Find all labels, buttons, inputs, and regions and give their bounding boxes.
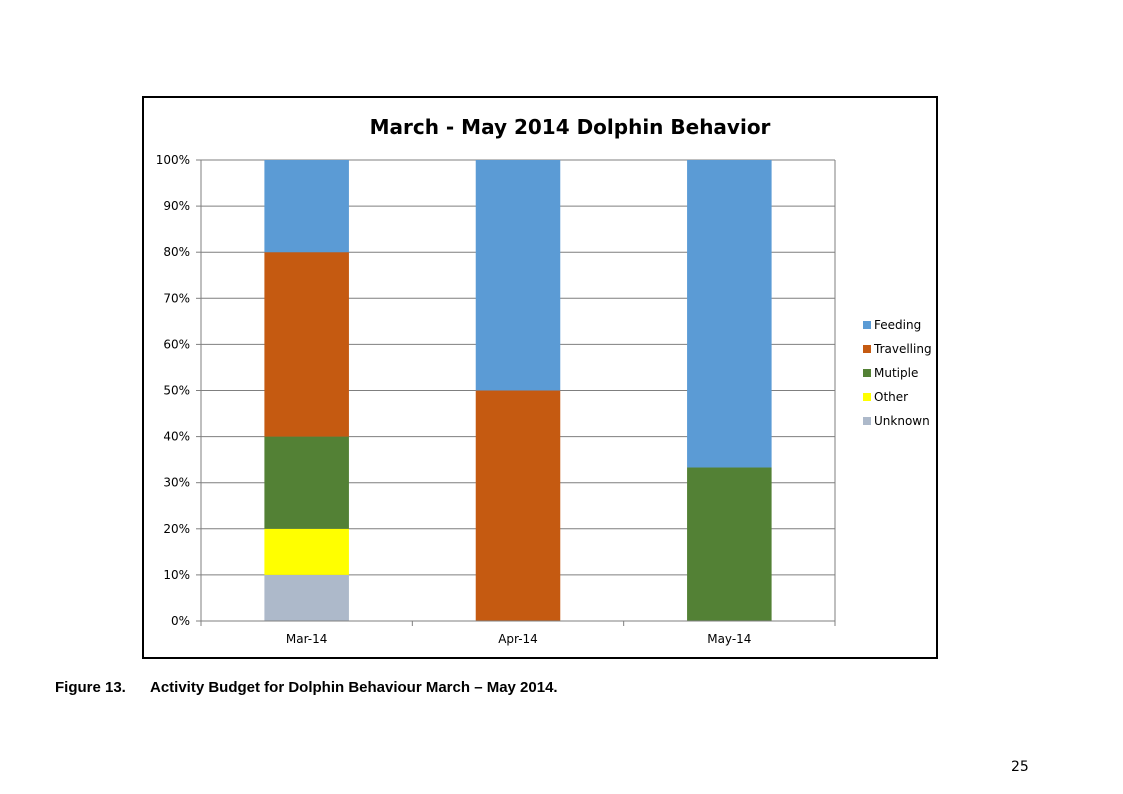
bars	[264, 160, 772, 621]
x-tick-labels: Mar-14 Apr-14 May-14	[286, 632, 752, 646]
y-tick-label: 80%	[163, 245, 190, 259]
page-number: 25	[1011, 759, 1029, 775]
chart-frame: March - May 2014 Dolphin Behavior 0% 10% 2…	[142, 96, 938, 659]
bar-segment-mutiple	[687, 467, 772, 621]
bar-segment-feeding	[475, 160, 561, 391]
y-tick-label: 20%	[163, 522, 190, 536]
y-tick-label: 50%	[163, 384, 190, 398]
y-tick-label: 60%	[163, 337, 190, 351]
legend-swatch	[863, 321, 871, 329]
figure-caption: Figure 13. Activity Budget for Dolphin Be…	[55, 679, 558, 696]
legend-swatch	[863, 369, 871, 377]
legend-label: Feeding	[874, 318, 921, 332]
legend-label: Mutiple	[874, 366, 918, 380]
axes	[196, 159, 836, 626]
y-tick-label: 70%	[163, 291, 190, 305]
bar-segment-feeding	[264, 160, 349, 253]
legend-swatch	[863, 417, 871, 425]
y-tick-label: 40%	[163, 430, 190, 444]
legend-label: Unknown	[874, 414, 930, 428]
caption-text: Activity Budget for Dolphin Behaviour Ma…	[150, 679, 558, 696]
bar-segment-unknown	[264, 574, 349, 621]
legend-swatch	[863, 393, 871, 401]
y-tick-label: 100%	[156, 153, 190, 167]
y-tick-label: 30%	[163, 476, 190, 490]
figure-number: Figure 13.	[55, 679, 126, 696]
y-tick-labels: 0% 10% 20% 30% 40% 50% 60% 70% 80% 90% 100%	[156, 153, 190, 628]
legend: Feeding Travelling Mutiple Other Unknown	[863, 318, 932, 428]
bar-segment-other	[264, 528, 349, 575]
y-tick-label: 90%	[163, 199, 190, 213]
y-tick-label: 0%	[171, 614, 190, 628]
x-tick-label: Mar-14	[286, 632, 327, 646]
bar-segment-mutiple	[264, 436, 349, 529]
bar-segment-travelling	[475, 390, 561, 621]
legend-label: Travelling	[873, 342, 932, 356]
legend-label: Other	[874, 390, 908, 404]
stacked-bar-chart: March - May 2014 Dolphin Behavior 0% 10% 2…	[156, 115, 932, 646]
y-tick-label: 10%	[163, 568, 190, 582]
legend-swatch	[863, 345, 871, 353]
bar-segment-travelling	[264, 252, 349, 437]
x-tick-label: Apr-14	[498, 632, 538, 646]
chart-title: March - May 2014 Dolphin Behavior	[370, 115, 771, 139]
x-tick-label: May-14	[707, 632, 751, 646]
bar-segment-feeding	[687, 160, 772, 468]
